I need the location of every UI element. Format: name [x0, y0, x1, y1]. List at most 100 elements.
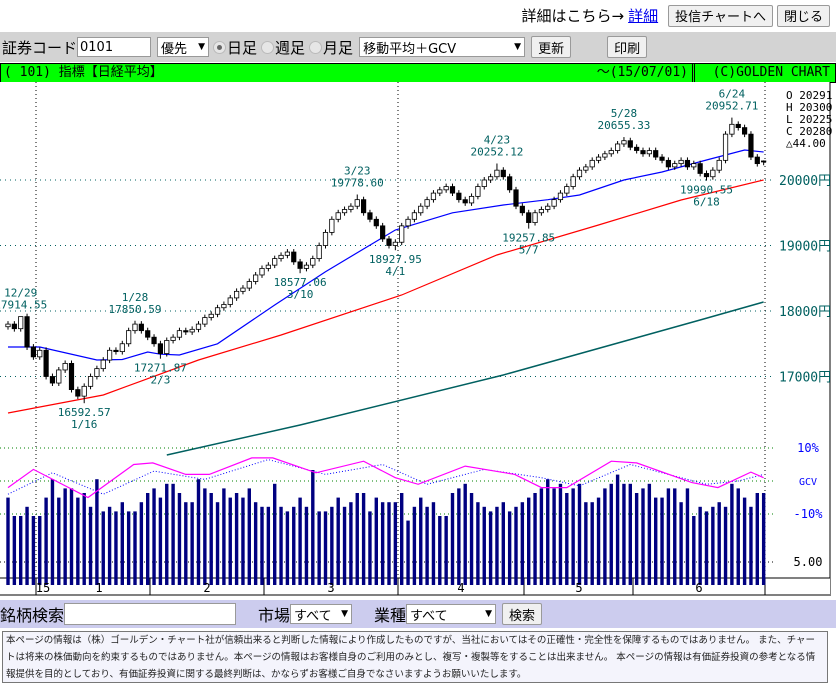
volume-bar [634, 493, 639, 585]
candle-up [538, 209, 545, 214]
candle-up [94, 368, 100, 377]
volume-bar [679, 502, 683, 585]
candle-down [43, 349, 49, 377]
radio-label: 日足 [227, 38, 258, 57]
priority-select[interactable]: 優先 ▼ [157, 37, 210, 57]
candle-up [195, 323, 202, 330]
indicator-select[interactable]: 移動平均＋GCV ▼ [359, 37, 526, 57]
volume-bar [253, 502, 258, 585]
candle-up [487, 176, 494, 181]
candle-down [659, 156, 665, 161]
volume-bar [69, 488, 74, 585]
candle-up [411, 212, 418, 220]
volume-bar [520, 502, 525, 585]
radio-monthly[interactable]: 月足 [309, 37, 353, 58]
volume-bar [673, 488, 677, 585]
industry-select[interactable]: すべて ▼ [406, 604, 497, 624]
detail-link[interactable]: 詳細 [628, 7, 659, 25]
volume-bar [234, 493, 239, 585]
candle-up [418, 205, 424, 214]
volume-bar [469, 493, 474, 585]
date-range: ～(15/07/01) [597, 64, 695, 82]
volume-bar [330, 506, 334, 585]
volume-bar [342, 506, 347, 585]
volume-bar [88, 506, 93, 585]
annotation-value: 19778.60 [331, 177, 384, 190]
fund-chart-button[interactable]: 投信チャートへ [668, 4, 773, 27]
code-input[interactable] [77, 37, 152, 57]
volume-bar [285, 511, 290, 585]
volume-bar [203, 488, 207, 585]
gcv-tick-label: GCV [799, 477, 817, 488]
annotation-value: 20952.71 [705, 100, 758, 113]
ohlc-readout: O 20291 H 20300 L 20225 C 20280 △44.00 [786, 89, 832, 150]
priority-select-value: 優先 [161, 41, 188, 57]
volume-bar [82, 493, 86, 585]
annotation-value: 16592.57 [58, 406, 111, 419]
update-button[interactable]: 更新 [531, 36, 572, 58]
candle-up [494, 169, 500, 178]
candle-down [386, 238, 392, 246]
annotation-date: 6/24 [719, 88, 746, 101]
candle-up [214, 307, 221, 315]
candle-up [202, 317, 208, 325]
candle-down [519, 205, 525, 214]
volume-bar [596, 497, 601, 585]
volume-bar [146, 493, 150, 585]
volume-bar [6, 497, 10, 585]
market-label: 市場 [258, 606, 291, 625]
top-bar: 詳細はこちら→ 詳細 投信チャートへ 閉じる [0, 0, 836, 31]
radio-label: 週足 [275, 38, 306, 57]
volume-bar [228, 497, 232, 585]
radio-weekly[interactable]: 週足 [261, 37, 305, 58]
volume-bar [584, 502, 588, 585]
volume-bar [419, 497, 423, 585]
volume-bar [533, 493, 537, 585]
close-button[interactable]: 閉じる [776, 4, 830, 27]
search-button[interactable]: 検索 [502, 603, 543, 625]
candle-down [449, 186, 456, 194]
candle-down [113, 349, 119, 353]
annotation-date: 4/1 [385, 265, 405, 278]
volume-bar [476, 502, 480, 585]
volume-tick-label: 5.00 [794, 555, 823, 569]
candle-down [754, 156, 760, 165]
dropdown-arrow-icon: ▼ [514, 42, 522, 52]
ohlc-open: O 20291 [786, 89, 832, 102]
volume-bar [44, 497, 48, 585]
candle-up [551, 199, 557, 207]
radio-label: 月足 [323, 38, 354, 57]
candle-up [81, 385, 87, 397]
stock-search-label: 銘柄検索 [0, 606, 65, 625]
candle-down [627, 140, 633, 148]
candle-down [665, 159, 672, 168]
annotation-date: 1/28 [122, 291, 149, 304]
candle-down [500, 169, 506, 178]
candle-up [278, 254, 284, 259]
copyright: (C)GOLDEN CHART [712, 65, 830, 80]
candle-up [608, 150, 614, 155]
stock-search-input[interactable] [64, 603, 237, 625]
volume-bar [158, 497, 163, 585]
volume-bar [215, 502, 220, 585]
ohlc-change: △44.00 [786, 137, 826, 150]
annotation-value: 18577.06 [274, 276, 327, 289]
annotation-value: 18927.95 [369, 253, 422, 266]
volume-bar [133, 511, 137, 585]
candle-down [462, 199, 468, 204]
candle-down [380, 225, 386, 240]
print-button[interactable]: 印刷 [607, 36, 648, 58]
market-select[interactable]: すべて ▼ [290, 604, 353, 624]
stock-chart: 20000円19000円18000円17000円10%GCV-10%5.0012… [0, 82, 832, 596]
candle-up [710, 169, 716, 178]
annotation-value: 19257.85 [502, 232, 555, 245]
candle-down [157, 343, 163, 354]
candle-down [761, 160, 767, 163]
candle-up [341, 209, 348, 214]
volume-bar [152, 488, 156, 585]
volume-bar [101, 511, 105, 585]
candle-up [646, 150, 652, 155]
radio-daily[interactable]: 日足 [213, 37, 257, 58]
chart-title: ( 101) 指標【日経平均】 [4, 65, 163, 80]
annotation-date: 3/23 [344, 165, 371, 178]
